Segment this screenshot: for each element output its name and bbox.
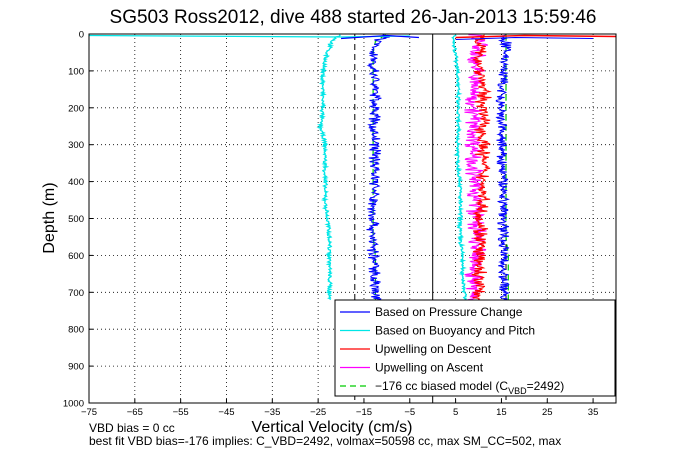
x-tick-labels: −75 −65 −55 −45 −35 −25 −15 −5 5 15 25 35 bbox=[81, 407, 598, 418]
x-tick-label: 15 bbox=[496, 407, 507, 418]
y-tick-label: 300 bbox=[68, 140, 84, 151]
y-tick-label: 1000 bbox=[63, 399, 84, 410]
y-tick-label: 200 bbox=[68, 103, 84, 114]
legend: Based on Pressure Change Based on Buoyanc… bbox=[334, 299, 616, 397]
x-tick-label: −55 bbox=[173, 407, 189, 418]
y-axis-label: Depth (m) bbox=[41, 182, 58, 253]
series-group bbox=[88, 34, 617, 301]
x-tick-label: 25 bbox=[542, 407, 553, 418]
chart-title: SG503 Ross2012, dive 488 started 26-Jan-… bbox=[110, 7, 597, 28]
best-fit-note: best fit VBD bias=-176 implies: C_VBD=24… bbox=[89, 434, 561, 448]
y-tick-label: 800 bbox=[68, 325, 84, 336]
x-tick-label: −5 bbox=[404, 407, 415, 418]
y-tick-label: 0 bbox=[79, 30, 84, 41]
plot-border bbox=[88, 33, 617, 404]
legend-label: Upwelling on Descent bbox=[375, 342, 492, 356]
legend-box bbox=[334, 299, 616, 397]
surface-spike bbox=[88, 34, 410, 38]
series-line bbox=[495, 34, 512, 301]
legend-label: Based on Pressure Change bbox=[375, 305, 523, 319]
y-tick-label: 600 bbox=[68, 251, 84, 262]
surface-spike bbox=[455, 36, 594, 40]
x-tick-label: −65 bbox=[127, 407, 143, 418]
legend-label: Upwelling on Ascent bbox=[375, 361, 484, 375]
series-line bbox=[471, 34, 492, 301]
x-tick-label: 35 bbox=[588, 407, 599, 418]
x-tick-label: 5 bbox=[453, 407, 458, 418]
x-tick-label: −15 bbox=[356, 407, 372, 418]
x-tick-label: −45 bbox=[218, 407, 234, 418]
y-tick-label: 100 bbox=[68, 66, 84, 77]
series-line bbox=[451, 34, 468, 301]
y-tick-label: 700 bbox=[68, 288, 84, 299]
y-tick-label: 400 bbox=[68, 177, 84, 188]
x-tick-label: −25 bbox=[310, 407, 326, 418]
series-line bbox=[372, 34, 387, 300]
surface-spike bbox=[341, 34, 419, 40]
x-tick-label: −35 bbox=[264, 407, 280, 418]
series-line bbox=[316, 34, 341, 301]
surface-spike bbox=[455, 34, 617, 39]
y-tick-labels: 0 100 200 300 400 500 600 700 800 900 1000 bbox=[63, 30, 84, 410]
grid bbox=[88, 33, 616, 404]
y-tick-label: 900 bbox=[68, 362, 84, 373]
legend-label: −176 cc biased model (CVBD=2492) bbox=[375, 379, 564, 396]
vbd-bias-note: VBD bias = 0 cc bbox=[89, 421, 175, 435]
legend-label: Based on Buoyancy and Pitch bbox=[375, 324, 535, 338]
x-tick-label: −75 bbox=[81, 407, 97, 418]
series-line bbox=[505, 34, 509, 300]
x-axis-label: Vertical Velocity (cm/s) bbox=[252, 419, 413, 436]
series-line bbox=[366, 34, 390, 301]
y-tick-label: 500 bbox=[68, 214, 84, 225]
series-line bbox=[464, 34, 489, 301]
